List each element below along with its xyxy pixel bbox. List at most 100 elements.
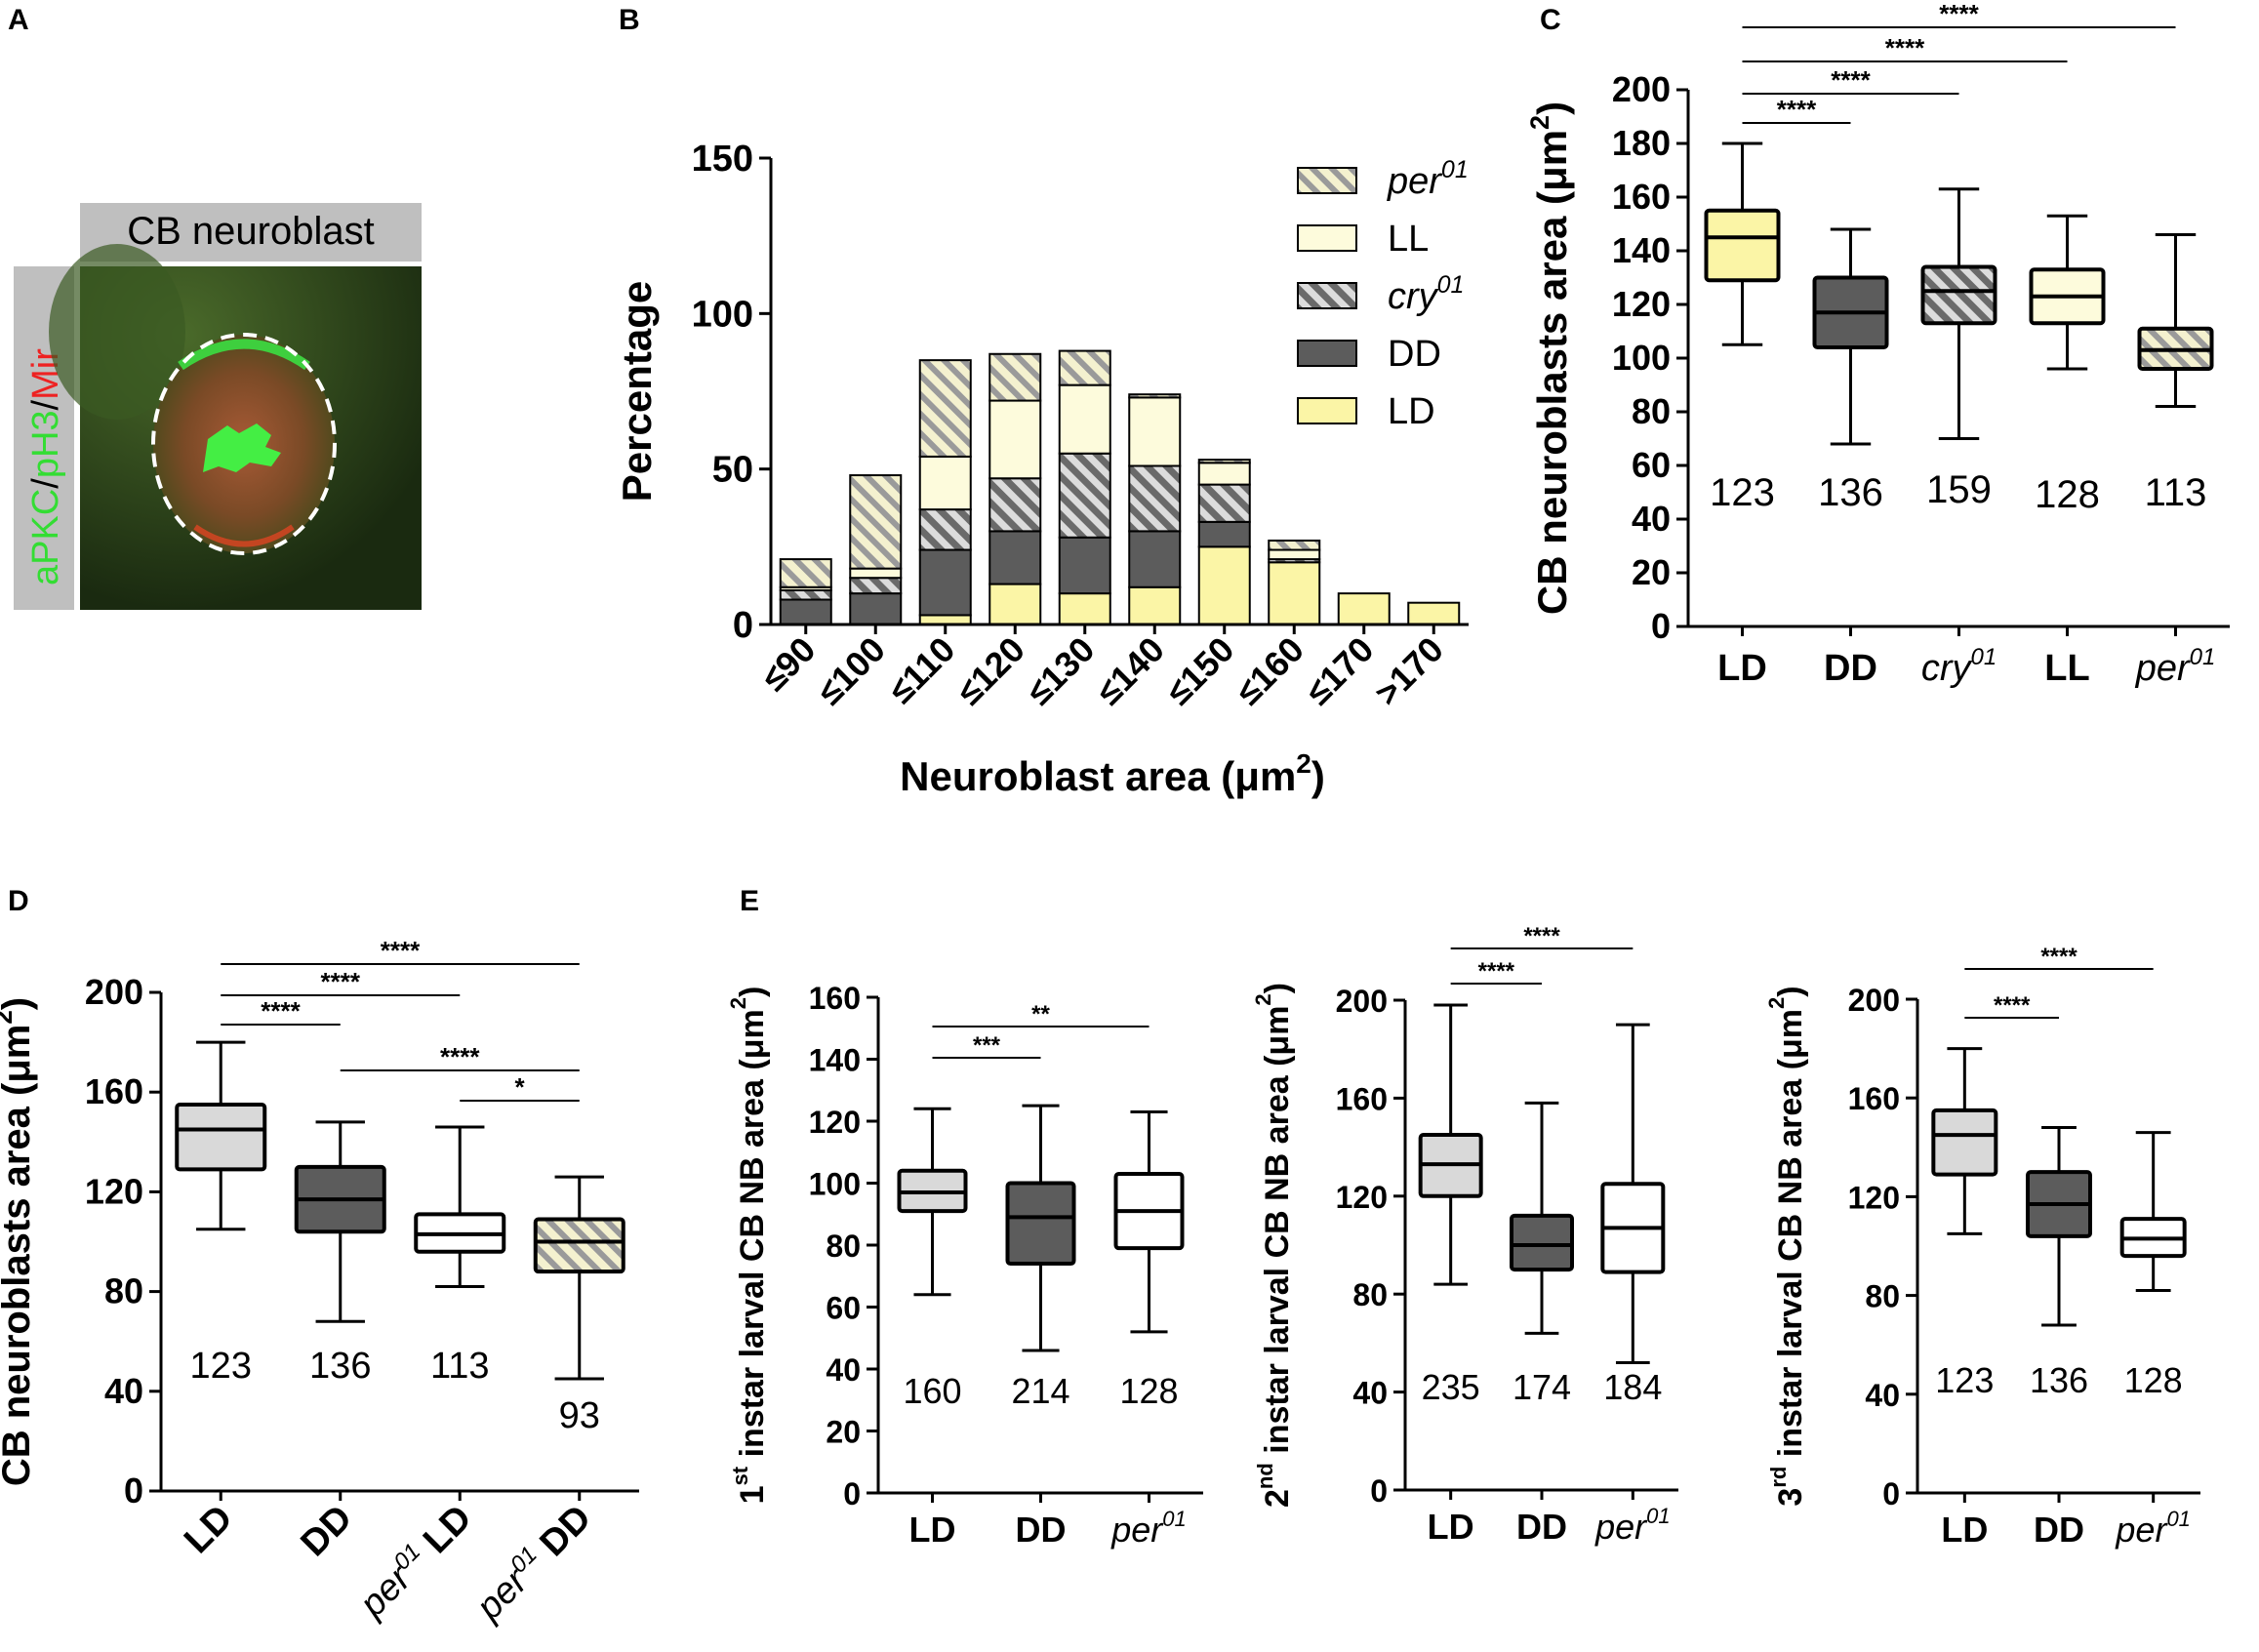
bar-DD-6 <box>1197 520 1251 548</box>
y-tick-label-0: 0 <box>1370 1473 1388 1509</box>
y-tick-label-4: 160 <box>1848 1081 1900 1116</box>
y-tick-label-5: 100 <box>1612 338 1671 378</box>
panel-d-chart: 0 40 80 120 160 200 123 LD 136 DD 113 per01 LD 93 per… <box>0 936 639 1629</box>
x-tick-label-2: per01 <box>1110 1507 1187 1550</box>
y-tick-label-9: 180 <box>1612 123 1671 163</box>
bar-per01-2 <box>918 359 972 458</box>
y-axis-label-sup: 2 <box>1525 115 1554 130</box>
y-axis-label-sup: 2 <box>0 1010 18 1024</box>
box-3 <box>533 1217 625 1274</box>
x-axis-label-main: Neuroblast area (μm <box>900 753 1296 799</box>
bar-per01-5 <box>1128 393 1182 399</box>
x-axis-label-sup: 2 <box>1296 748 1311 779</box>
n-label-2: 184 <box>1603 1367 1662 1407</box>
n-label-1: 136 <box>1818 471 1883 514</box>
y-tick-label-5: 200 <box>85 972 143 1012</box>
y-tick-label-10: 200 <box>1612 69 1671 109</box>
y-tick-label-4: 80 <box>826 1229 861 1264</box>
x-tick-label-1: DD <box>1016 1510 1067 1550</box>
micrograph <box>49 244 422 610</box>
x-tick-label-1: DD <box>2034 1510 2084 1550</box>
x-tick-label-text-0: LD <box>909 1510 956 1550</box>
y-tick-label-5: 200 <box>1336 984 1388 1019</box>
bar-LD-8 <box>1337 592 1391 626</box>
neighbor-cell <box>49 244 185 420</box>
panel-letter-a: A <box>8 4 29 36</box>
x-tick-label-2: per01 LD <box>350 1496 480 1626</box>
x-tick-label-6: ≤150 <box>1158 629 1241 712</box>
bar-LL-7 <box>1268 548 1321 561</box>
sig-label-0: *** <box>973 1032 1001 1059</box>
y-axis-label-close: ) <box>1772 986 1809 996</box>
x-tick-label-text-2: per <box>1594 1507 1648 1547</box>
y-tick-label-7: 140 <box>1612 230 1671 270</box>
n-label-4: 113 <box>2145 471 2207 514</box>
x-tick-label-text-3: LL <box>2044 648 2089 689</box>
y-axis-label: CB neuroblasts area (μm2) <box>1525 101 1575 615</box>
y-axis-label-main: instar larval CB NB area (μm <box>734 1009 771 1467</box>
x-tick-label-2: cry01 <box>1921 644 1997 689</box>
legend-swatch-DD <box>1297 340 1357 367</box>
sig-label-1: **** <box>2040 944 2077 970</box>
legend-swatch-per01 <box>1297 167 1357 194</box>
x-tick-label-5: ≤140 <box>1088 629 1171 712</box>
n-label-2: 128 <box>1119 1371 1178 1411</box>
y-tick-label-3: 120 <box>1848 1180 1900 1215</box>
panel-a-title: CB neuroblast <box>127 210 374 253</box>
y-tick-label-2: 40 <box>1632 499 1671 539</box>
sig-label-1: ** <box>1031 1001 1050 1027</box>
y-tick-label-1: 40 <box>1352 1376 1388 1411</box>
bar-LL-4 <box>1058 383 1111 455</box>
y-tick-label-0: 0 <box>1651 606 1671 646</box>
bar-per01-6 <box>1197 459 1251 464</box>
n-label-1: 174 <box>1513 1367 1571 1407</box>
x-axis-label: Neuroblast area (μm2) <box>900 748 1325 799</box>
bar-DD-4 <box>1058 536 1111 595</box>
box-1 <box>1005 1181 1076 1267</box>
y-tick-label-8: 160 <box>809 981 861 1016</box>
sig-label-2: **** <box>1885 33 1925 62</box>
y-tick-label-0: 0 <box>1882 1476 1900 1511</box>
legend-swatch-cry01 <box>1297 282 1357 309</box>
bar-cry01-6 <box>1197 483 1251 523</box>
y-axis-label-ordinal-sup: nd <box>1253 1463 1277 1489</box>
sig-label-0: **** <box>1777 95 1817 124</box>
legend-label-sup-cry01: 01 <box>1437 271 1465 299</box>
bar-cry01-0 <box>779 588 832 601</box>
x-tick-label-sup-2: 01 <box>1162 1507 1186 1531</box>
legend-label-DD: DD <box>1388 334 1441 375</box>
y-tick-label-2: 80 <box>1865 1279 1900 1314</box>
legend-label-text-DD: DD <box>1388 334 1441 375</box>
bar-cry01-3 <box>988 477 1042 533</box>
y-tick-label-4: 80 <box>1632 391 1671 431</box>
n-label-0: 123 <box>1935 1360 1994 1400</box>
bar-cry01-4 <box>1058 452 1111 539</box>
x-tick-label-0: LD <box>1941 1510 1988 1550</box>
legend-label-text-per01: per <box>1387 161 1442 202</box>
panel-b-chart: ≤90≤100≤110≤120≤130≤140≤150≤160≤170>1700… <box>614 139 1469 799</box>
y-tick-label-3: 120 <box>1336 1180 1388 1215</box>
bar-LL-2 <box>918 455 972 511</box>
n-label-1: 214 <box>1011 1371 1069 1411</box>
x-tick-label-text-0: LD <box>1428 1507 1474 1547</box>
y-axis-label-ordinal: 2 <box>1259 1489 1296 1508</box>
x-tick-label-0: LD <box>909 1510 956 1550</box>
y-axis-label-close: ) <box>1259 983 1296 993</box>
apkc-crescent <box>178 339 310 371</box>
x-tick-label-text-0: LD <box>177 1498 241 1562</box>
y-tick-label-1: 40 <box>1865 1378 1900 1413</box>
legend-label-LL: LL <box>1388 219 1429 260</box>
n-label-0: 235 <box>1422 1367 1480 1407</box>
y-axis-label: 1st instar larval CB NB area (μm2) <box>726 987 771 1505</box>
y-tick-label-1: 50 <box>712 450 753 491</box>
y-tick-label-4: 160 <box>1336 1081 1388 1116</box>
legend-label-sup-per01: 01 <box>1441 156 1469 183</box>
y-axis-label-ordinal: 3 <box>1772 1488 1809 1507</box>
y-axis-label: 3rd instar larval CB NB area (μm2) <box>1764 986 1809 1506</box>
y-tick-label-4: 160 <box>85 1071 143 1111</box>
n-label-2: 128 <box>2124 1360 2183 1400</box>
x-tick-label-text-2: per <box>2115 1510 2168 1550</box>
y-tick-label-3: 120 <box>85 1171 143 1211</box>
panel-a-channel-label: aPKC/pH3/Mir <box>25 348 66 585</box>
